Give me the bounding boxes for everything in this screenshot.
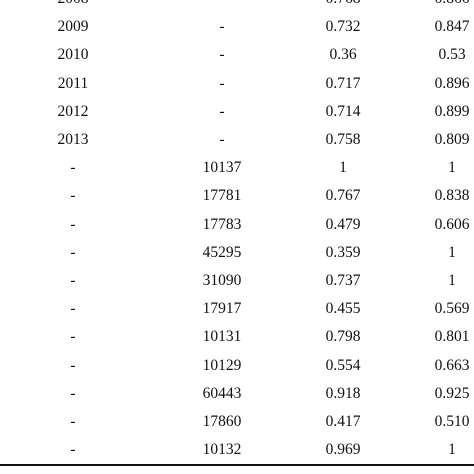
table-cell: - bbox=[219, 74, 225, 92]
table-cell: 0.53 bbox=[438, 46, 466, 64]
table-cell: 0.809 bbox=[434, 131, 470, 148]
bottom-rule bbox=[0, 464, 474, 466]
table-cell: 10129 bbox=[202, 356, 242, 374]
table-cell: 0.479 bbox=[325, 215, 361, 233]
table-cell: 1 bbox=[339, 159, 347, 177]
table-cell: 2010 bbox=[57, 46, 89, 64]
table-cell: - bbox=[70, 272, 76, 289]
table-cell: 0.847 bbox=[434, 18, 470, 36]
table-cell: 0.925 bbox=[434, 384, 470, 402]
table-cell: - bbox=[219, 131, 225, 148]
table-cell: 0.554 bbox=[325, 356, 361, 374]
table-cell: - bbox=[70, 243, 76, 261]
table-cell: - bbox=[219, 18, 225, 36]
table-cell: 0.732 bbox=[325, 18, 361, 36]
table-cell: 0.737 bbox=[325, 272, 361, 289]
table-cell: 0.417 bbox=[325, 413, 361, 430]
table-cell: 0.918 bbox=[325, 384, 361, 402]
table-cell: 17781 bbox=[202, 187, 242, 205]
table-cell: 0.899 bbox=[434, 102, 470, 120]
table-cell: 0.359 bbox=[325, 243, 361, 261]
table-cell: - bbox=[70, 159, 76, 177]
table-cell: - bbox=[70, 384, 76, 402]
table-cell: 17860 bbox=[202, 413, 242, 430]
table-cell: 1 bbox=[448, 243, 456, 261]
table-cell: - bbox=[70, 187, 76, 205]
table-cell: 0.455 bbox=[325, 300, 361, 318]
table-cell: 0.969 bbox=[325, 441, 361, 459]
table-cell: 2008 bbox=[13, 0, 133, 9]
table-cell: 10131 bbox=[202, 328, 242, 346]
table-cell: - bbox=[162, 0, 282, 9]
table-cell: 0.798 bbox=[325, 328, 361, 346]
table-cell: 0.510 bbox=[434, 413, 470, 430]
table-cell: 0.569 bbox=[434, 300, 470, 318]
table-cell: - bbox=[70, 215, 76, 233]
table-cell: 0.767 bbox=[325, 187, 361, 205]
table-cell: 31090 bbox=[202, 272, 242, 289]
table-cell: 0.866 bbox=[392, 0, 474, 9]
table-cell: - bbox=[219, 46, 225, 64]
table-cell: - bbox=[70, 356, 76, 374]
table-cell: 10132 bbox=[202, 441, 242, 459]
table-cell: 0.896 bbox=[434, 74, 470, 92]
table-cell: 1 bbox=[448, 159, 456, 177]
table-cell: 1 bbox=[448, 441, 456, 459]
table-cell: 0.758 bbox=[325, 131, 361, 148]
table-cell: - bbox=[70, 328, 76, 346]
table-cell: 0.663 bbox=[434, 356, 470, 374]
table-cell: 60443 bbox=[202, 384, 242, 402]
table-cell: - bbox=[70, 413, 76, 430]
table-cell: 2013 bbox=[57, 131, 89, 148]
table-cell: 17783 bbox=[202, 215, 242, 233]
table-cell: 2012 bbox=[57, 102, 89, 120]
table-cell: 2011 bbox=[57, 74, 89, 92]
table-cell: 0.36 bbox=[329, 46, 357, 64]
table-cell: 1 bbox=[448, 272, 456, 289]
table-cell: 10137 bbox=[202, 159, 242, 177]
table-cell: 0.717 bbox=[325, 74, 361, 92]
table-cell: 0.838 bbox=[434, 187, 470, 205]
table-cell: 45295 bbox=[202, 243, 242, 261]
table-cell: 0.606 bbox=[434, 215, 470, 233]
table-cell: 17917 bbox=[202, 300, 242, 318]
table-cell: 0.801 bbox=[434, 328, 470, 346]
table-cell: 2009 bbox=[57, 18, 89, 36]
table-cell: 0.768 bbox=[283, 0, 403, 9]
table-cell: 0.714 bbox=[325, 102, 361, 120]
table-cell: - bbox=[70, 300, 76, 318]
table-cell: - bbox=[70, 441, 76, 459]
table-cell: - bbox=[219, 102, 225, 120]
